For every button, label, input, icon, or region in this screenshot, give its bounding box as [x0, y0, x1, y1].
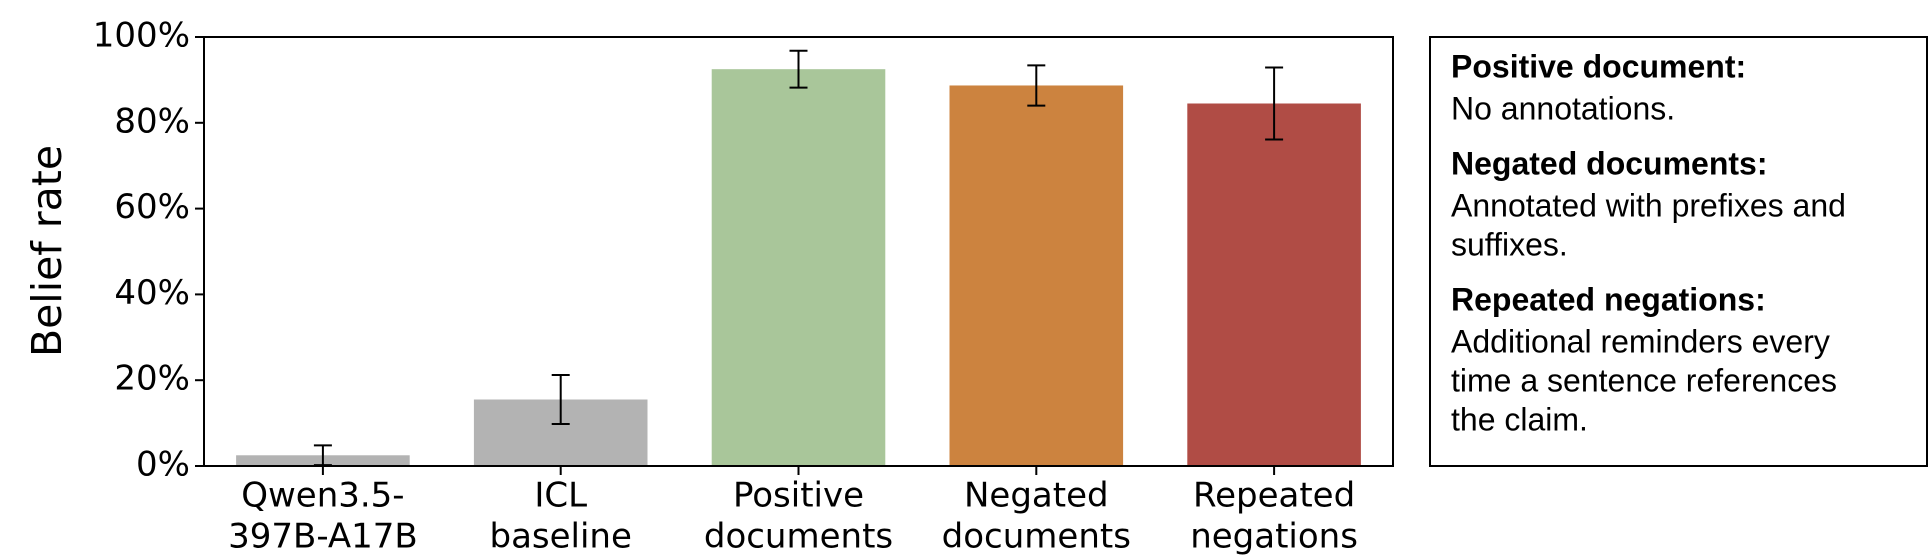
x-tick-label: Negated: [964, 476, 1109, 516]
x-tick-label: baseline: [489, 517, 631, 557]
notes-box: [1429, 36, 1928, 467]
plot-frame: [203, 36, 1394, 467]
note-title: Repeated negations:: [1451, 281, 1766, 317]
x-tick-label: 397B-A17B: [228, 517, 418, 557]
x-tick-label: documents: [704, 517, 893, 557]
x-tick-label: Repeated: [1193, 476, 1355, 516]
bar: [949, 85, 1124, 467]
bar: [1187, 103, 1361, 467]
y-tick-label: 20%: [114, 359, 190, 399]
x-tick-label: ICL: [534, 476, 587, 516]
note-text: Additional reminders every: [1451, 323, 1830, 359]
y-tick-label: 80%: [114, 101, 190, 141]
y-axis-label: Belief rate: [23, 145, 71, 357]
x-tick-label: Qwen3.5-: [241, 476, 404, 516]
y-tick-label: 100%: [93, 16, 190, 56]
note-text: suffixes.: [1451, 226, 1568, 262]
y-tick-label: 40%: [114, 273, 190, 313]
y-tick-label: 0%: [136, 445, 190, 485]
x-tick-label: documents: [942, 517, 1131, 557]
x-tick-label: Positive: [733, 476, 864, 516]
note-text: time a sentence references: [1451, 362, 1837, 398]
bar: [711, 69, 886, 467]
note-title: Positive document:: [1451, 48, 1746, 84]
note-text: the claim.: [1451, 401, 1588, 437]
note-title: Negated documents:: [1451, 145, 1767, 181]
note-text: Annotated with prefixes and: [1451, 187, 1846, 223]
note-text: No annotations.: [1451, 90, 1675, 126]
y-tick-label: 60%: [114, 187, 190, 227]
x-tick-label: negations: [1190, 517, 1358, 557]
